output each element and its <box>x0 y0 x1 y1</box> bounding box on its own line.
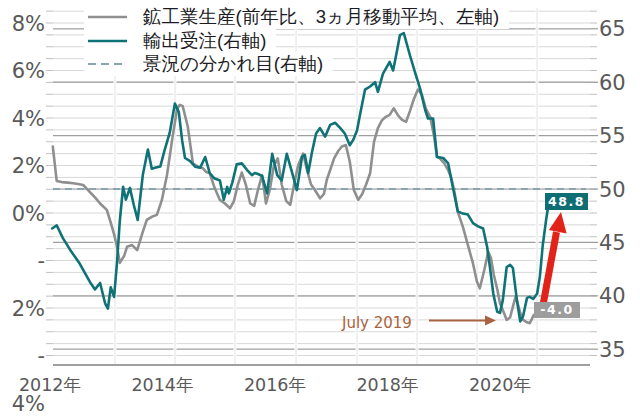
svg-text:2%: 2% <box>12 154 45 178</box>
legend-label-industrial-production: 鉱工業生産(前年比、3ヵ月移動平均、左軸) <box>143 4 499 29</box>
legend-label-dividing-line: 景況の分かれ目(右軸) <box>143 51 323 76</box>
svg-text:2%: 2% <box>12 297 45 321</box>
svg-text:2014年: 2014年 <box>131 375 193 395</box>
svg-text:2020年: 2020年 <box>469 375 531 395</box>
svg-text:4%: 4% <box>12 107 45 131</box>
legend-label-export-orders: 輸出受注(右軸) <box>143 28 266 53</box>
svg-text:6%: 6% <box>12 59 45 83</box>
export-orders-last-value-badge: 48.8 <box>545 193 588 210</box>
svg-text:60: 60 <box>599 71 626 95</box>
svg-text:0%: 0% <box>12 202 45 226</box>
svg-text:-: - <box>37 344 45 368</box>
svg-text:8%: 8% <box>12 12 45 36</box>
svg-text:2012年: 2012年 <box>19 375 81 395</box>
svg-text:55: 55 <box>599 124 626 148</box>
teal-line-swatch-icon <box>88 29 127 52</box>
legend: 鉱工業生産(前年比、3ヵ月移動平均、左軸) 輸出受注(右軸) 景況の分かれ目(右… <box>84 5 509 76</box>
svg-text:65: 65 <box>599 17 626 41</box>
svg-text:50: 50 <box>599 178 626 202</box>
svg-text:40: 40 <box>599 284 626 308</box>
legend-item-dividing-line: 景況の分かれ目(右軸) <box>84 52 333 76</box>
svg-text:2018年: 2018年 <box>356 375 418 395</box>
dashed-line-swatch-icon <box>88 52 127 75</box>
july-2019-annotation: July 2019 <box>342 314 412 332</box>
svg-text:45: 45 <box>599 231 626 255</box>
chart-page: 8% 6% 4% 2% 0% - 2% - 4% 65 60 55 50 45 40 35 2012年 2014年… <box>0 0 640 420</box>
svg-text:4%: 4% <box>12 392 45 416</box>
july-2019-arrow <box>429 316 496 326</box>
legend-item-export-orders: 輸出受注(右軸) <box>84 29 276 53</box>
gray-line-swatch-icon <box>88 5 127 28</box>
legend-item-industrial-production: 鉱工業生産(前年比、3ヵ月移動平均、左軸) <box>84 5 509 29</box>
svg-text:2016年: 2016年 <box>244 375 306 395</box>
industrial-production-last-value-badge: -4.0 <box>534 302 580 318</box>
industrial-production-line <box>53 90 548 324</box>
svg-text:-: - <box>37 249 45 273</box>
svg-text:35: 35 <box>599 338 626 362</box>
